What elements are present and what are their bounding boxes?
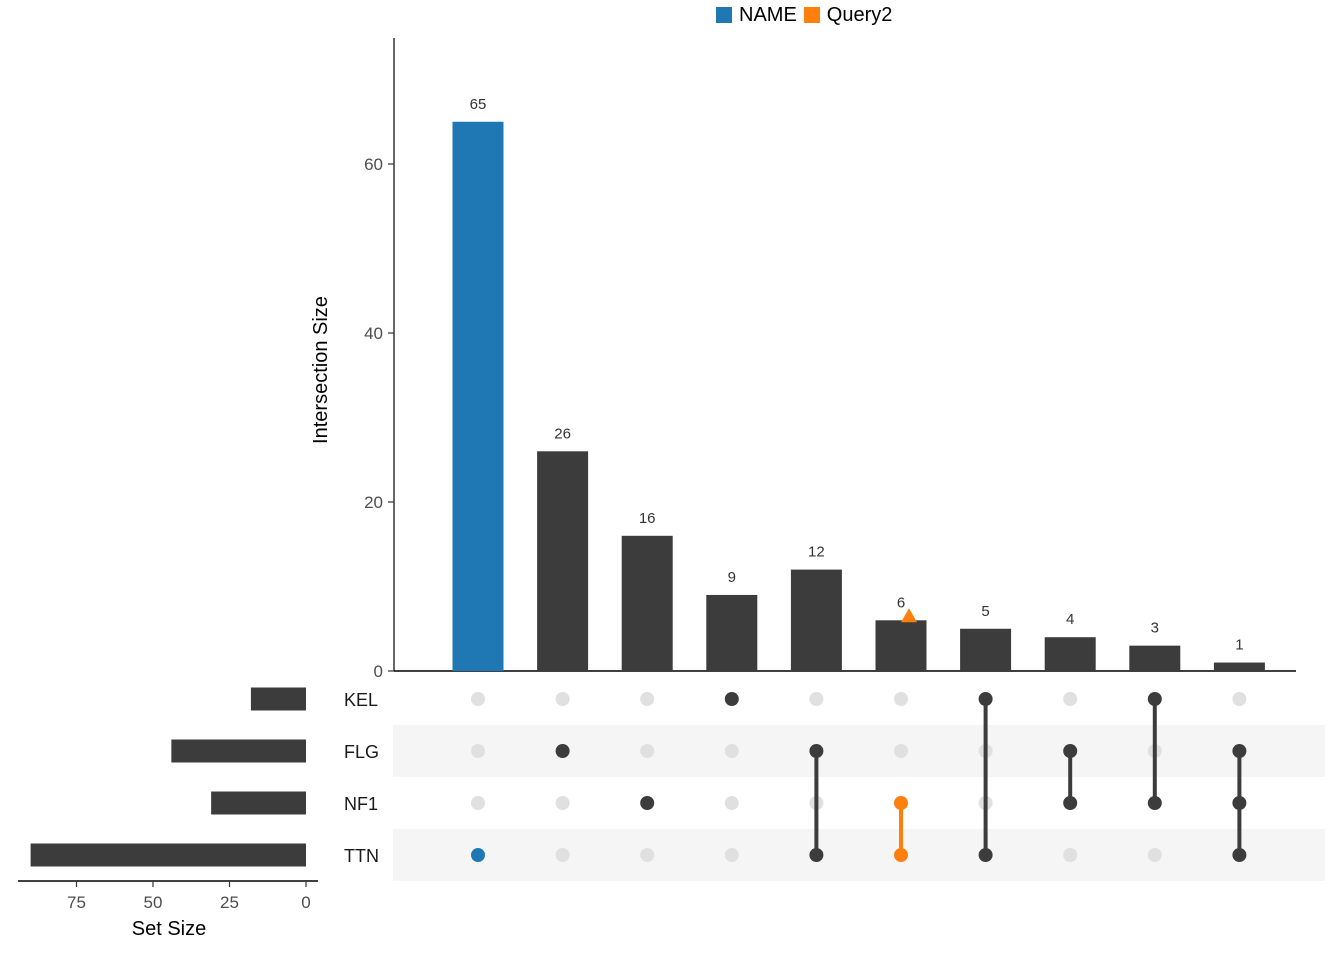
set-size-bar <box>171 739 306 763</box>
y-tick-label: 20 <box>364 493 383 512</box>
set-size-tick-label: 0 <box>301 893 310 912</box>
matrix-dot-inactive <box>724 744 739 758</box>
matrix-dot-active <box>1232 744 1247 758</box>
matrix-dot-inactive <box>1232 692 1247 706</box>
matrix-dot-active <box>978 692 993 706</box>
y-tick-label: 0 <box>374 662 383 681</box>
set-name-label: FLG <box>344 742 379 762</box>
matrix-dot-inactive <box>471 796 485 810</box>
set-size-axis-title: Set Size <box>132 918 206 940</box>
y-tick-label: 60 <box>364 155 383 174</box>
matrix-dot-inactive <box>894 692 908 706</box>
legend: NAME Query2 <box>716 2 892 28</box>
bar-value-label: 6 <box>897 594 905 611</box>
query-triangle-marker <box>901 608 917 623</box>
bar-value-label: 16 <box>639 510 656 527</box>
matrix-dot-inactive <box>471 744 485 758</box>
legend-label-query2: Query2 <box>826 3 893 26</box>
legend-swatch-name <box>716 7 732 23</box>
matrix-dot-inactive <box>640 848 655 862</box>
matrix-dot-inactive <box>640 744 655 758</box>
matrix-dot-inactive <box>555 848 570 862</box>
matrix-dot-active <box>978 848 993 862</box>
intersection-bar <box>960 628 1012 671</box>
matrix-stripe <box>393 829 1325 881</box>
y-axis-title: Intersection Size <box>310 296 332 444</box>
matrix-dot-inactive <box>724 848 739 862</box>
matrix-dot-active <box>894 848 908 862</box>
set-name-label: TTN <box>344 846 379 866</box>
matrix-dot-inactive <box>640 692 655 706</box>
intersection-bar <box>452 121 504 671</box>
set-name-label: NF1 <box>344 794 378 814</box>
matrix-dot-active <box>555 744 570 758</box>
bar-value-label: 12 <box>808 544 825 561</box>
matrix-dot-active <box>809 848 824 862</box>
matrix-dot-inactive <box>1063 848 1078 862</box>
matrix-dot-inactive <box>724 796 739 810</box>
bar-value-label: 4 <box>1066 611 1074 628</box>
matrix-dot-active <box>894 796 908 810</box>
matrix-dot-inactive <box>1147 848 1162 862</box>
intersection-bar <box>537 451 589 671</box>
matrix-dot-active <box>471 848 485 862</box>
matrix-dot-inactive <box>555 796 570 810</box>
matrix-dot-active <box>809 744 824 758</box>
matrix-dot-inactive <box>809 692 824 706</box>
bar-value-label: 3 <box>1151 620 1159 637</box>
matrix-dot-active <box>1147 692 1162 706</box>
bar-value-label: 1 <box>1235 637 1243 654</box>
set-size-bar <box>250 687 306 711</box>
matrix-dot-active <box>724 692 739 706</box>
intersection-bar <box>621 535 673 671</box>
bar-value-label: 65 <box>470 96 487 113</box>
set-size-tick-label: 25 <box>220 893 239 912</box>
matrix-dot-inactive <box>1063 692 1078 706</box>
matrix-dot-active <box>1232 848 1247 862</box>
legend-label-name: NAME <box>739 3 797 26</box>
intersection-bar <box>1129 645 1181 671</box>
matrix-dot-active <box>1063 796 1078 810</box>
matrix-stripe <box>393 725 1325 777</box>
intersection-bar <box>1044 637 1096 671</box>
matrix-dot-active <box>1063 744 1078 758</box>
intersection-bar <box>1213 662 1265 671</box>
intersection-bar <box>875 620 927 671</box>
bar-value-label: 26 <box>554 425 571 442</box>
bar-value-label: 5 <box>981 603 989 620</box>
set-size-bar <box>211 791 306 815</box>
intersection-bar <box>706 594 758 671</box>
matrix-dot-inactive <box>471 692 485 706</box>
set-size-tick-label: 50 <box>144 893 163 912</box>
matrix-dot-inactive <box>555 692 570 706</box>
legend-swatch-query2 <box>803 7 820 23</box>
set-name-label: KEL <box>344 690 378 710</box>
y-tick-label: 40 <box>364 324 383 343</box>
set-size-bar <box>30 843 306 867</box>
matrix-dot-active <box>640 796 655 810</box>
set-size-tick-label: 75 <box>67 893 86 912</box>
matrix-dot-inactive <box>894 744 908 758</box>
matrix-dot-active <box>1147 796 1162 810</box>
bar-value-label: 9 <box>728 569 736 586</box>
intersection-bar <box>790 569 842 671</box>
matrix-dot-active <box>1232 796 1247 810</box>
